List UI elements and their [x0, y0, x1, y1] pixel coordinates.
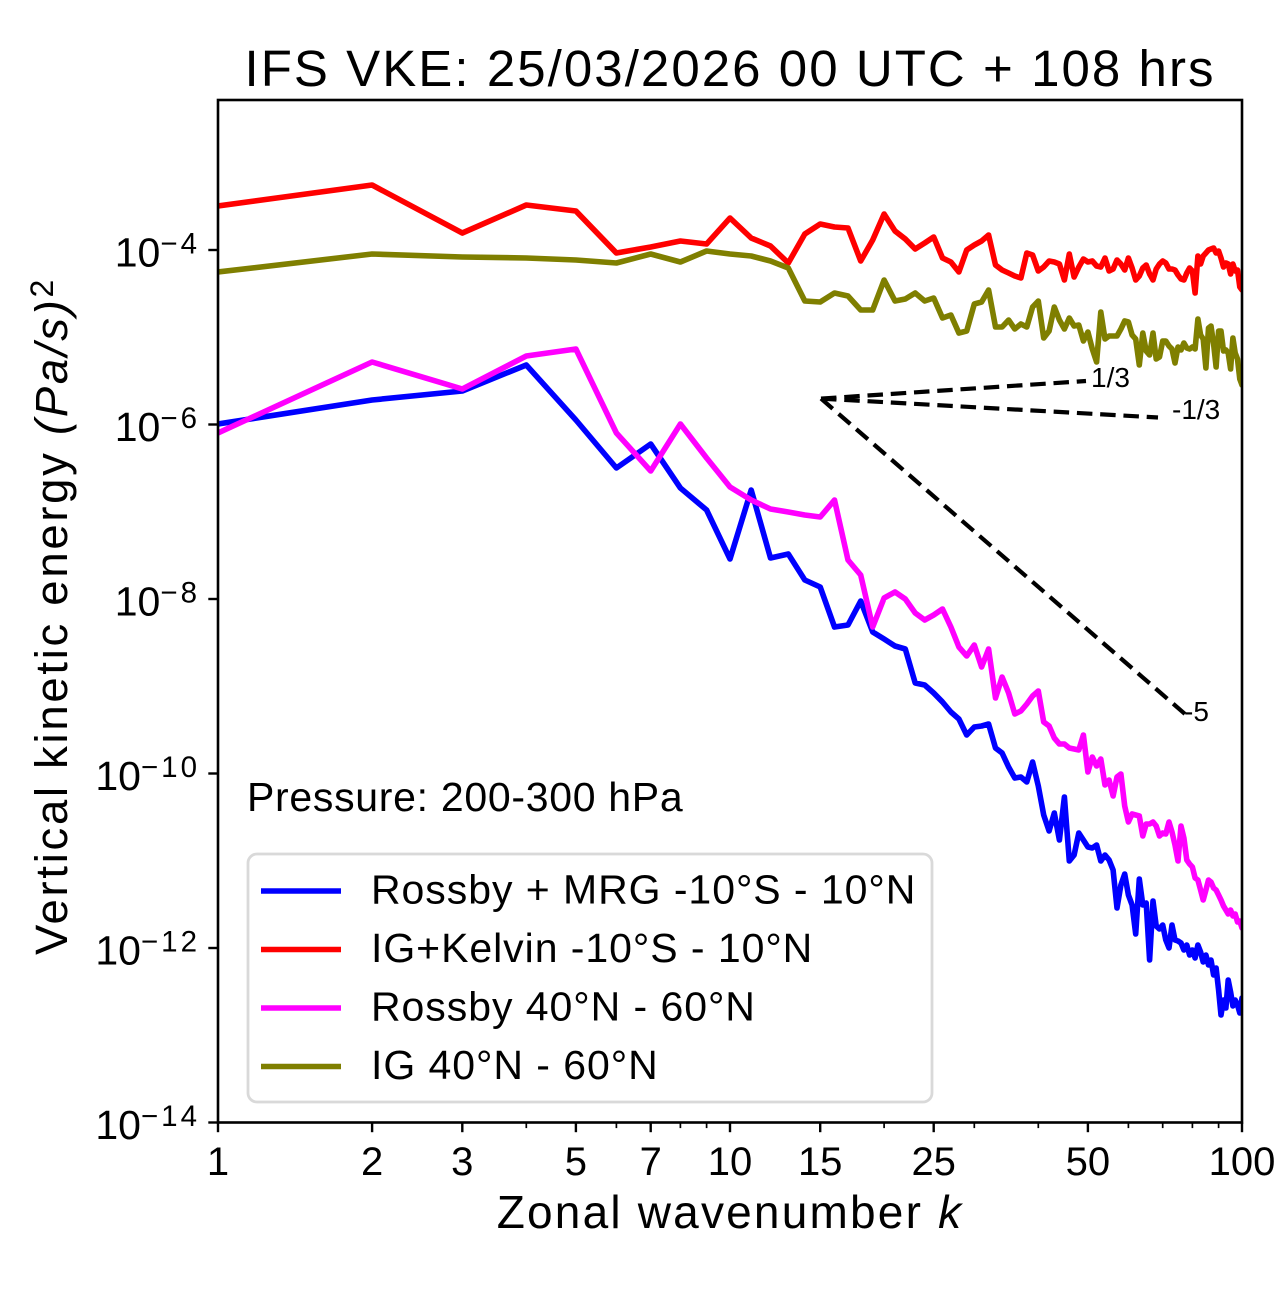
svg-text:-1/3: -1/3	[1172, 394, 1220, 425]
svg-text:Rossby 40°N - 60°N: Rossby 40°N - 60°N	[371, 984, 756, 1030]
svg-text:Pressure: 200-300 hPa: Pressure: 200-300 hPa	[247, 774, 683, 820]
svg-text:Zonal wavenumber k: Zonal wavenumber k	[497, 1186, 964, 1238]
svg-text:10: 10	[708, 1140, 753, 1184]
svg-text:10−4: 10−4	[115, 228, 200, 276]
svg-text:15: 15	[798, 1140, 843, 1184]
svg-text:7: 7	[640, 1140, 662, 1184]
svg-text:2: 2	[361, 1140, 383, 1184]
svg-text:5: 5	[565, 1140, 587, 1184]
svg-text:1: 1	[207, 1140, 229, 1184]
svg-text:100: 100	[1209, 1140, 1276, 1184]
svg-text:IFS VKE: 25/03/2026 00 UTC + 1: IFS VKE: 25/03/2026 00 UTC + 108 hrs	[244, 40, 1215, 97]
svg-text:3: 3	[451, 1140, 473, 1184]
svg-text:-5: -5	[1184, 696, 1209, 727]
svg-text:1/3: 1/3	[1091, 362, 1130, 393]
svg-text:50: 50	[1066, 1140, 1111, 1184]
svg-text:IG 40°N - 60°N: IG 40°N - 60°N	[371, 1042, 659, 1088]
svg-text:Vertical kinetic energy (Pa/s): Vertical kinetic energy (Pa/s)2	[24, 277, 77, 955]
svg-text:25: 25	[911, 1140, 956, 1184]
svg-text:Rossby + MRG -10°S - 10°N: Rossby + MRG -10°S - 10°N	[371, 867, 916, 913]
svg-text:IG+Kelvin -10°S - 10°N: IG+Kelvin -10°S - 10°N	[371, 925, 813, 971]
